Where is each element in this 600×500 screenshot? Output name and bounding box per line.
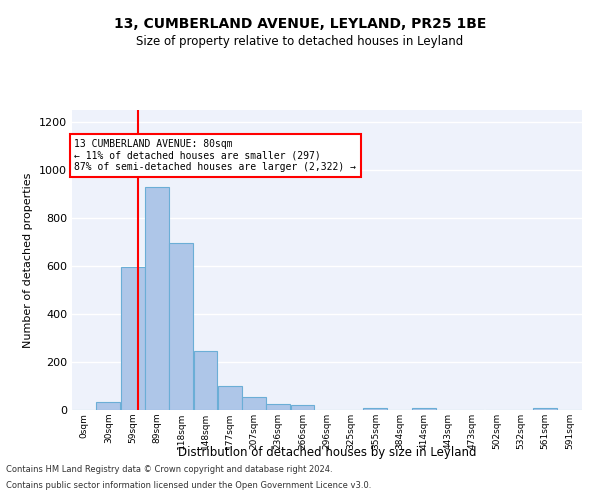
Text: Contains public sector information licensed under the Open Government Licence v3: Contains public sector information licen… xyxy=(6,480,371,490)
Text: 13, CUMBERLAND AVENUE, LEYLAND, PR25 1BE: 13, CUMBERLAND AVENUE, LEYLAND, PR25 1BE xyxy=(114,18,486,32)
Text: Contains HM Land Registry data © Crown copyright and database right 2024.: Contains HM Land Registry data © Crown c… xyxy=(6,466,332,474)
Bar xyxy=(290,405,314,410)
Bar xyxy=(97,402,121,410)
Bar xyxy=(218,386,242,410)
Y-axis label: Number of detached properties: Number of detached properties xyxy=(23,172,34,348)
Bar xyxy=(533,408,557,410)
Bar xyxy=(242,397,266,410)
Text: Distribution of detached houses by size in Leyland: Distribution of detached houses by size … xyxy=(178,446,476,459)
Text: Size of property relative to detached houses in Leyland: Size of property relative to detached ho… xyxy=(136,35,464,48)
Bar xyxy=(266,404,290,410)
Bar xyxy=(145,187,169,410)
Bar xyxy=(169,243,193,410)
Bar xyxy=(194,351,217,410)
Bar xyxy=(121,267,145,410)
Bar xyxy=(364,408,387,410)
Text: 13 CUMBERLAND AVENUE: 80sqm
← 11% of detached houses are smaller (297)
87% of se: 13 CUMBERLAND AVENUE: 80sqm ← 11% of det… xyxy=(74,139,356,172)
Bar xyxy=(412,408,436,410)
